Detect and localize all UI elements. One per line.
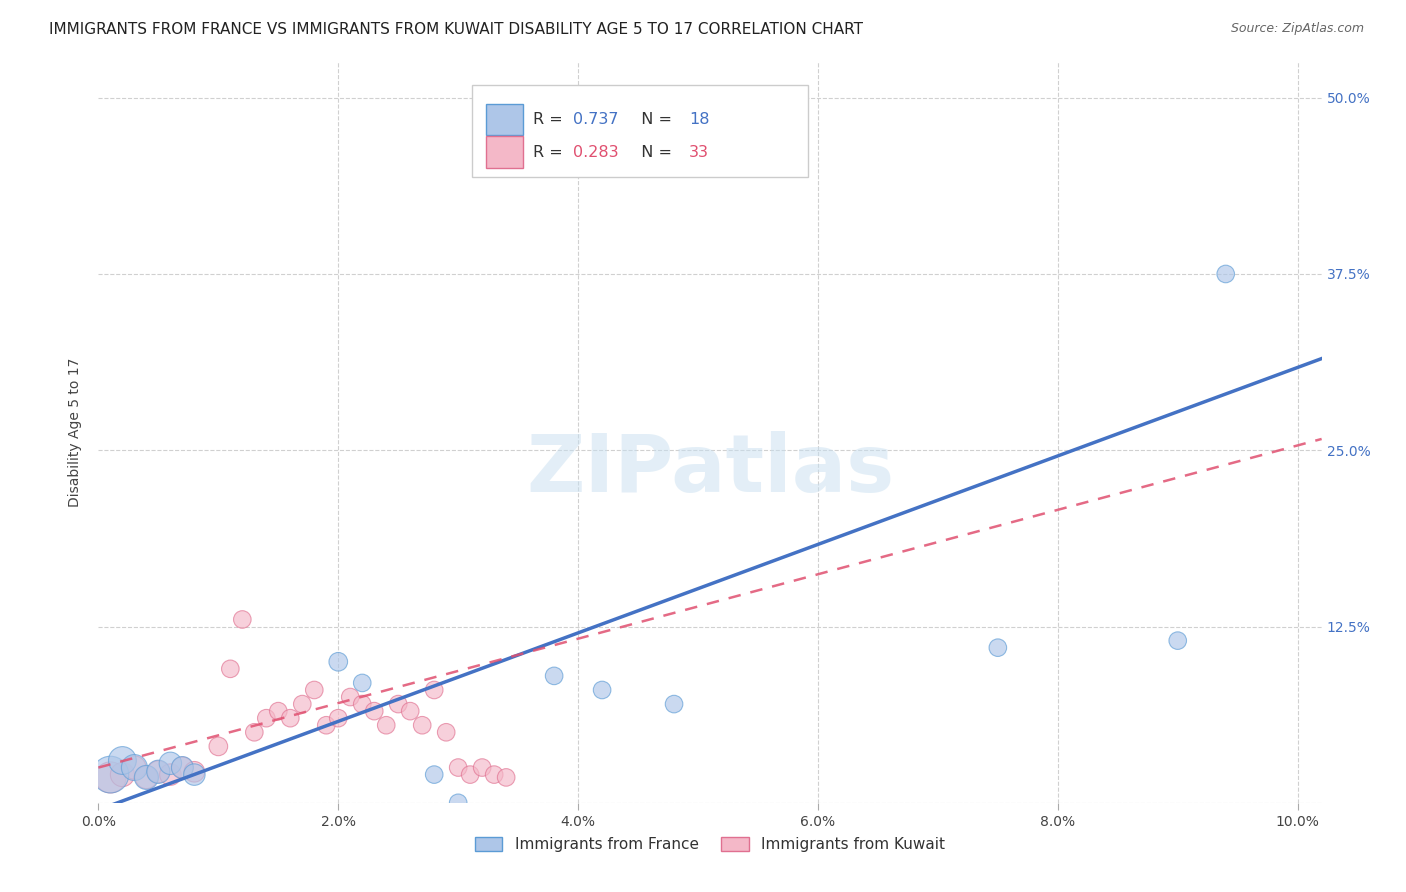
Point (434, 725, 457, 739)
Point (183, 764, 205, 779)
Point (662, 697, 685, 711)
Point (111, 754, 134, 768)
Point (471, 760, 494, 774)
Point (423, 683, 446, 698)
Point (328, 711, 350, 725)
Point (291, 697, 314, 711)
Y-axis label: Disability Age 5 to 17: Disability Age 5 to 17 (69, 358, 83, 508)
Point (159, 767, 181, 781)
Point (1215, 267, 1237, 281)
Point (399, 704, 422, 718)
FancyBboxPatch shape (486, 103, 523, 135)
FancyBboxPatch shape (486, 136, 523, 168)
Point (315, 718, 337, 732)
Text: R =: R = (533, 145, 568, 160)
Point (1167, 633, 1189, 648)
Point (135, 771, 157, 785)
Text: 0.737: 0.737 (574, 112, 619, 127)
Point (207, 739, 229, 754)
Point (447, 796, 470, 810)
Point (172, 760, 194, 774)
Point (100, 771, 122, 785)
Point (423, 767, 446, 781)
Text: ZIPatlas: ZIPatlas (526, 431, 894, 508)
Point (495, 771, 517, 785)
Point (159, 756, 181, 771)
Point (111, 767, 134, 781)
Point (124, 760, 146, 774)
Point (135, 771, 157, 785)
Point (591, 683, 613, 698)
Point (278, 711, 301, 725)
Point (267, 704, 290, 718)
Text: N =: N = (630, 112, 676, 127)
Point (124, 760, 146, 774)
Text: 18: 18 (689, 112, 710, 127)
Point (352, 676, 374, 690)
Point (339, 690, 361, 704)
Point (100, 767, 122, 781)
Text: R =: R = (533, 112, 568, 127)
Point (172, 760, 194, 774)
Point (482, 767, 505, 781)
Point (447, 760, 470, 774)
Point (328, 655, 350, 669)
Point (219, 662, 242, 676)
Text: 0.283: 0.283 (574, 145, 619, 160)
Text: N =: N = (630, 145, 676, 160)
Point (148, 764, 170, 779)
Point (987, 640, 1010, 655)
Text: Source: ZipAtlas.com: Source: ZipAtlas.com (1230, 22, 1364, 36)
Point (148, 764, 170, 779)
Point (543, 669, 565, 683)
FancyBboxPatch shape (471, 85, 808, 178)
Point (304, 683, 326, 698)
Point (254, 711, 277, 725)
Point (231, 612, 253, 626)
Point (352, 697, 374, 711)
Point (387, 697, 409, 711)
Legend: Immigrants from France, Immigrants from Kuwait: Immigrants from France, Immigrants from … (468, 830, 952, 858)
Point (375, 718, 398, 732)
Text: IMMIGRANTS FROM FRANCE VS IMMIGRANTS FROM KUWAIT DISABILITY AGE 5 TO 17 CORRELAT: IMMIGRANTS FROM FRANCE VS IMMIGRANTS FRO… (49, 22, 863, 37)
Point (363, 704, 385, 718)
Point (243, 725, 266, 739)
Point (411, 718, 433, 732)
Text: 33: 33 (689, 145, 709, 160)
Point (183, 767, 205, 781)
Point (458, 767, 481, 781)
